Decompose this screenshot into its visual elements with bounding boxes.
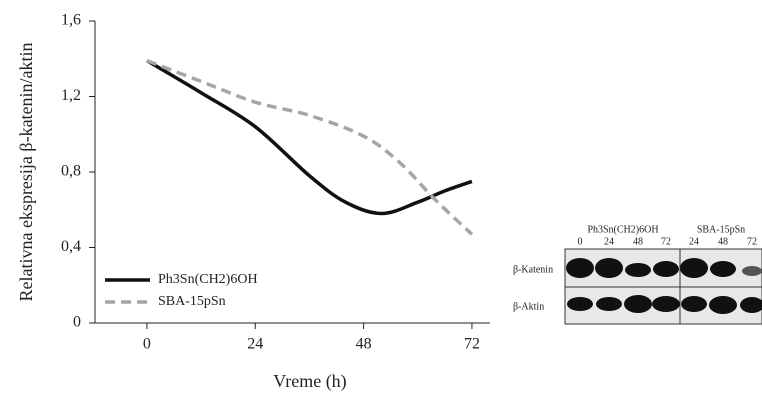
blot-lane-label: 48: [633, 236, 643, 247]
legend-label: Ph3Sn(CH2)6OH: [158, 272, 258, 287]
x-tick-label: 0: [143, 336, 151, 353]
band: [567, 297, 593, 311]
blot: Ph3Sn(CH2)6OH SBA-15pSn β-Katenin β-Akti…: [513, 224, 762, 325]
band: [740, 297, 762, 313]
band: [680, 258, 708, 278]
band: [625, 263, 651, 277]
blot-lane-label: 0: [578, 236, 583, 247]
band: [742, 266, 762, 276]
x-tick-label: 48: [356, 336, 372, 353]
y-tick-label: 1,2: [61, 87, 81, 104]
y-axis-label: Relativna ekspresija β-katenin/aktin: [16, 42, 36, 301]
band: [653, 261, 679, 277]
blot-lane-label: 72: [661, 236, 671, 247]
blot-lane-label: 48: [718, 236, 728, 247]
blot-lane-label: 24: [604, 236, 614, 247]
legend-label: SBA-15pSn: [158, 294, 226, 309]
line-series: [146, 59, 474, 236]
line-series: [146, 59, 473, 216]
blot-row-label: β-Aktin: [513, 301, 544, 312]
band: [709, 296, 737, 314]
band: [710, 261, 736, 277]
x-axis-label: Vreme (h): [273, 371, 346, 392]
band: [652, 296, 680, 312]
blot-group: SBA-15pSn: [697, 224, 745, 235]
y-tick-label: 0: [73, 314, 81, 331]
band: [566, 258, 594, 278]
y-tick-label: 0,4: [61, 238, 81, 255]
x-tick-label: 72: [464, 336, 480, 353]
y-tick-label: 0,8: [61, 163, 81, 180]
band: [596, 297, 622, 311]
band: [595, 258, 623, 278]
x-tick-label: 24: [247, 336, 263, 353]
band: [624, 295, 652, 313]
blot-lane-label: 24: [689, 236, 699, 247]
blot-group: Ph3Sn(CH2)6OH: [587, 224, 658, 235]
band: [681, 296, 707, 312]
blot-lane-label: 72: [747, 236, 757, 247]
blot-row-label: β-Katenin: [513, 264, 553, 275]
y-tick-label: 1,6: [61, 12, 81, 29]
